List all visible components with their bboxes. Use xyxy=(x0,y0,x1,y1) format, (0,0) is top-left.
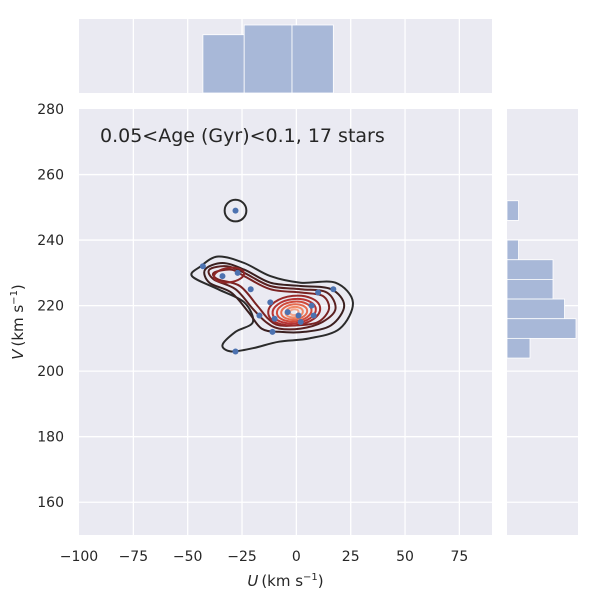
kde-contour-line xyxy=(211,268,331,327)
x-tick-label: 75 xyxy=(450,549,468,565)
data-point xyxy=(234,269,241,276)
x-tick-label: 50 xyxy=(396,549,414,565)
x-tick-labels: −100 −75 −50 −25 0 25 50 75 xyxy=(60,549,469,565)
chart-annotation: 0.05<Age (Gyr)<0.1, 17 stars xyxy=(100,125,385,147)
kde-contours xyxy=(190,198,354,353)
main-plot-panel: 0.05<Age (Gyr)<0.1, 17 stars xyxy=(79,109,492,535)
kde-contour-line xyxy=(280,303,309,321)
histogram-bar-v xyxy=(506,318,577,339)
y-tick-labels: 160 180 200 220 240 260 280 xyxy=(37,102,64,511)
histogram-bar-u xyxy=(243,24,293,94)
kde-contour-line xyxy=(207,265,337,331)
kde-contour-line xyxy=(212,266,246,284)
x-tick-label: −100 xyxy=(60,549,98,565)
kde-contour-line xyxy=(275,300,313,323)
y-tick-label: 220 xyxy=(37,299,64,315)
histogram-bar-v xyxy=(506,259,554,280)
kde-contour-line xyxy=(223,198,248,223)
data-point xyxy=(330,286,337,293)
y-tick-label: 180 xyxy=(37,430,64,446)
data-point xyxy=(310,312,317,319)
y-tick-label: 160 xyxy=(37,495,64,511)
y-tick-label: 260 xyxy=(37,168,64,184)
data-point xyxy=(269,328,276,335)
kde-contour-line xyxy=(190,255,354,353)
histogram-bar-v xyxy=(506,200,519,221)
data-point xyxy=(284,309,291,316)
x-tick-label: −25 xyxy=(227,549,257,565)
data-point xyxy=(199,263,206,270)
right-marginal-panel xyxy=(506,109,578,535)
x-tick-label: −50 xyxy=(173,549,203,565)
histogram-bar-v xyxy=(506,298,565,320)
y-tick-label: 200 xyxy=(37,364,64,380)
x-tick-label: 0 xyxy=(292,549,301,565)
top-marginal-histogram xyxy=(202,24,334,94)
main-grid xyxy=(79,109,492,535)
y-tick-label: 280 xyxy=(37,102,64,118)
data-point xyxy=(219,273,226,280)
data-point xyxy=(247,286,254,293)
data-point xyxy=(267,299,274,306)
top-marginal-panel xyxy=(79,19,492,94)
data-point xyxy=(308,302,315,309)
kde-contour-line xyxy=(203,261,346,334)
y-axis-label: V(km s−1) xyxy=(9,284,27,360)
histogram-bar-u xyxy=(202,34,245,94)
histogram-bar-v xyxy=(506,239,519,261)
scatter-points xyxy=(199,207,337,355)
right-marginal-histogram xyxy=(506,200,577,359)
data-point xyxy=(271,315,278,322)
kde-contour-line xyxy=(267,294,322,327)
data-point xyxy=(297,319,304,325)
y-tick-label: 240 xyxy=(37,233,64,249)
x-tick-label: 25 xyxy=(342,549,360,565)
histogram-bar-v xyxy=(506,337,531,359)
kde-contour-line xyxy=(271,297,317,325)
histogram-bar-u xyxy=(291,24,334,94)
data-point xyxy=(295,312,302,319)
x-axis-label: U (km s−1) xyxy=(247,572,323,590)
data-point xyxy=(232,348,239,355)
data-point xyxy=(256,312,263,319)
histogram-bar-v xyxy=(506,278,554,300)
data-point xyxy=(232,207,239,214)
data-point xyxy=(315,289,322,296)
x-tick-label: −75 xyxy=(119,549,149,565)
